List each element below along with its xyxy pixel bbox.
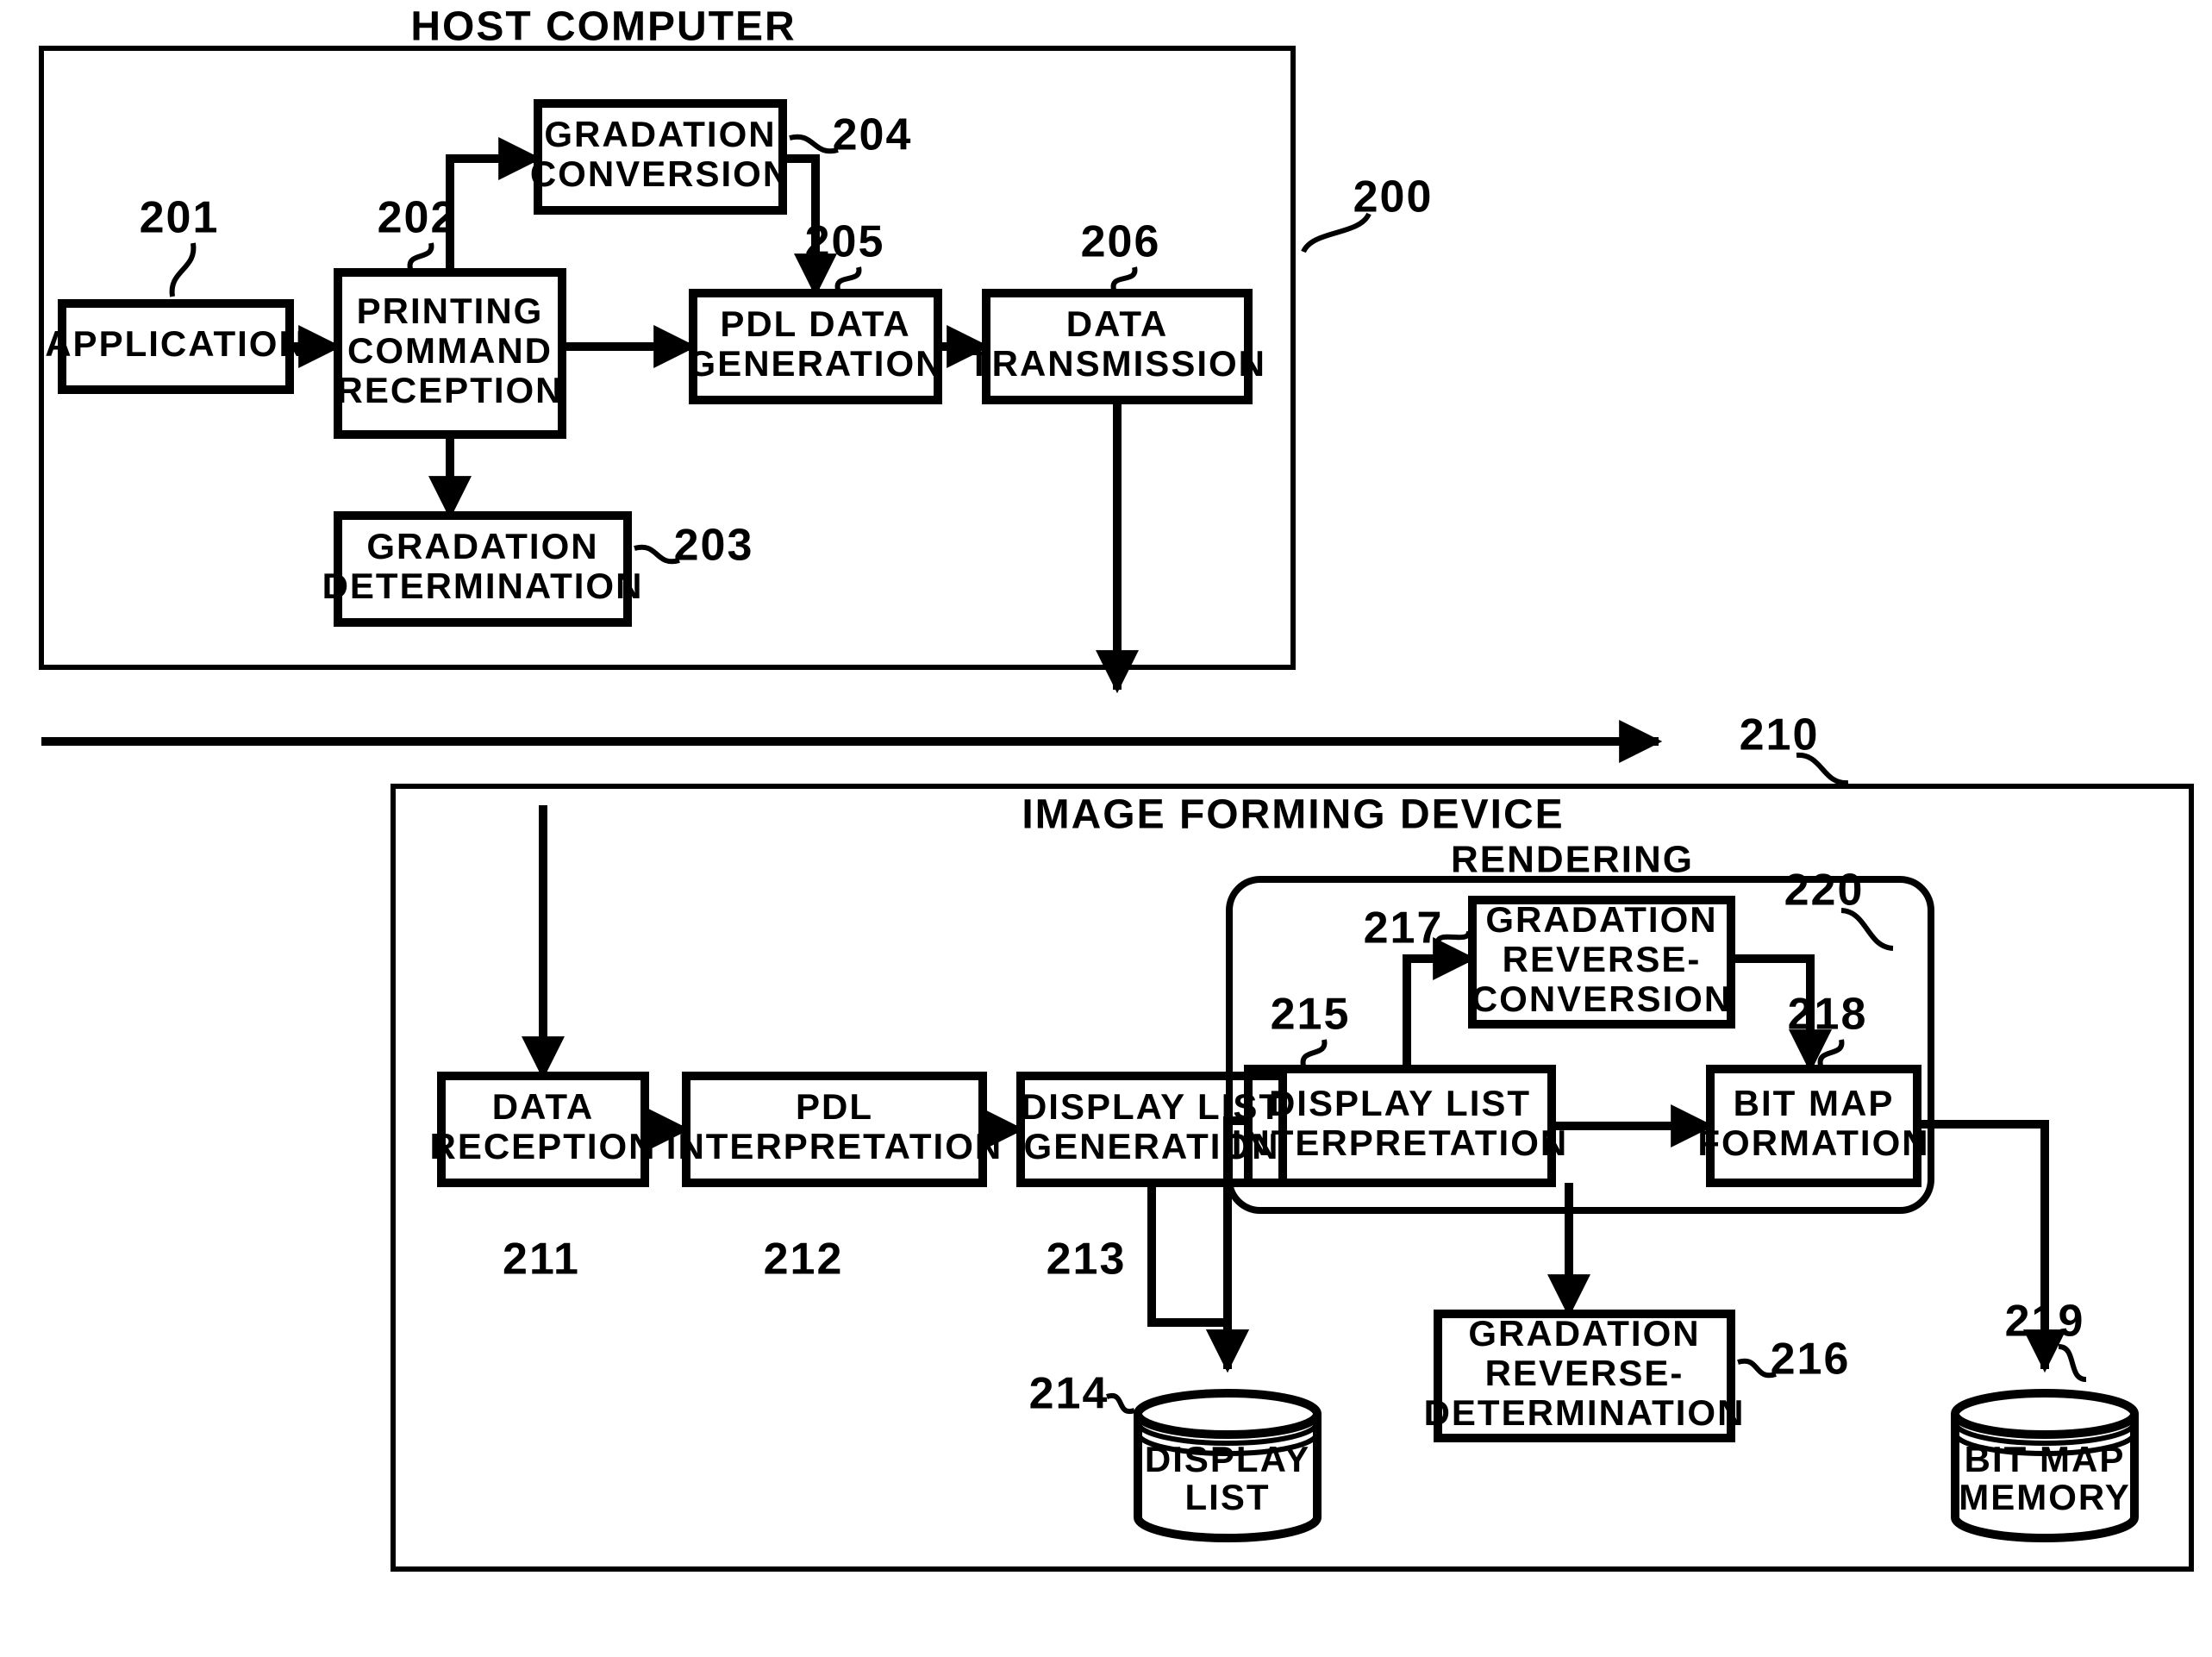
ref-leader-204 — [790, 137, 838, 152]
ref-label-218: 218 — [1788, 990, 1868, 1040]
block-n212-line1: INTERPRETATION — [666, 1126, 1003, 1166]
block-n202-line1: COMMAND — [347, 330, 553, 371]
ref-label-202: 202 — [378, 193, 458, 243]
storage-n219-line1: MEMORY — [1959, 1477, 2130, 1517]
ref-leader-220 — [1841, 910, 1893, 948]
ref-label-219: 219 — [2005, 1297, 2085, 1347]
ref-label-206: 206 — [1081, 217, 1161, 267]
block-n216-line2: DETERMINATION — [1424, 1392, 1746, 1433]
block-n212-line0: PDL — [796, 1086, 873, 1127]
block-n211-line1: RECEPTION — [429, 1126, 656, 1166]
ref-label-201: 201 — [140, 193, 220, 243]
ref-leader-201 — [172, 243, 194, 297]
block-n215-line0: DISPLAY LIST — [1269, 1083, 1531, 1123]
block-n204-line0: GRADATION — [544, 114, 776, 154]
ref-label-212: 212 — [764, 1235, 844, 1285]
block-n204-line1: CONVERSION — [530, 153, 790, 194]
storage-n214: DISPLAYLIST — [1138, 1393, 1317, 1538]
block-n201-line0: APPLICATION — [45, 323, 307, 364]
ref-leader-203 — [634, 547, 679, 562]
block-n217-line0: GRADATION — [1485, 899, 1717, 940]
block-n205-line0: PDL DATA — [720, 303, 910, 344]
ref-label-215: 215 — [1271, 990, 1351, 1040]
rendering-title: RENDERING — [1451, 839, 1694, 881]
flowchart-svg: HOST COMPUTER IMAGE FORMING DEVICERENDERI… — [0, 0, 2212, 1657]
arrow-14 — [1407, 959, 1472, 1069]
arrow-11 — [1152, 1183, 1228, 1369]
block-n203-line0: GRADATION — [366, 526, 598, 566]
block-n217-line2: CONVERSION — [1472, 979, 1732, 1019]
storage-n214-line1: LIST — [1185, 1477, 1271, 1517]
ref-leader-202 — [410, 243, 432, 269]
block-n202-line0: PRINTING — [357, 291, 544, 331]
block-n203-line1: DETERMINATION — [322, 566, 644, 606]
block-n215-line1: INTERPRETATION — [1232, 1122, 1568, 1163]
block-n202-line2: RECEPTION — [336, 370, 563, 410]
block-n218-line1: FORMATION — [1697, 1122, 1929, 1163]
ref-leader-205 — [838, 267, 859, 290]
ref-label-211: 211 — [503, 1235, 580, 1285]
ref-label-200: 200 — [1353, 172, 1434, 222]
ref-label-216: 216 — [1771, 1335, 1851, 1385]
block-n217-line1: REVERSE- — [1503, 939, 1702, 979]
storage-n219: BIT MAPMEMORY — [1955, 1393, 2134, 1538]
block-n211-line0: DATA — [492, 1086, 594, 1127]
ref-label-205: 205 — [805, 217, 885, 267]
host-title: HOST COMPUTER — [410, 4, 796, 50]
block-n216-line0: GRADATION — [1468, 1313, 1700, 1354]
ref-leader-214 — [1107, 1396, 1134, 1411]
block-n206-line0: DATA — [1066, 303, 1168, 344]
ref-leader-215 — [1303, 1040, 1325, 1066]
arrow-3 — [450, 159, 538, 272]
ref-label-213: 213 — [1047, 1235, 1127, 1285]
block-n216-line1: REVERSE- — [1485, 1353, 1684, 1393]
block-n205-line1: GENERATION — [688, 343, 944, 384]
ref-label-220: 220 — [1784, 866, 1865, 916]
block-n206-line1: TRANSMISSION — [968, 343, 1266, 384]
ref-label-204: 204 — [833, 110, 913, 160]
ref-label-217: 217 — [1364, 904, 1444, 954]
ref-label-214: 214 — [1029, 1369, 1109, 1419]
storage-n214-line0: DISPLAY — [1145, 1439, 1310, 1479]
ref-leader-206 — [1114, 267, 1135, 290]
ref-label-203: 203 — [674, 521, 754, 571]
ref-label-210: 210 — [1740, 710, 1820, 760]
ref-leader-218 — [1821, 1040, 1842, 1066]
storage-n219-line0: BIT MAP — [1965, 1439, 2126, 1479]
device-title: IMAGE FORMING DEVICE — [1022, 792, 1564, 838]
block-n218-line0: BIT MAP — [1734, 1083, 1895, 1123]
ref-leader-219 — [2059, 1347, 2086, 1379]
